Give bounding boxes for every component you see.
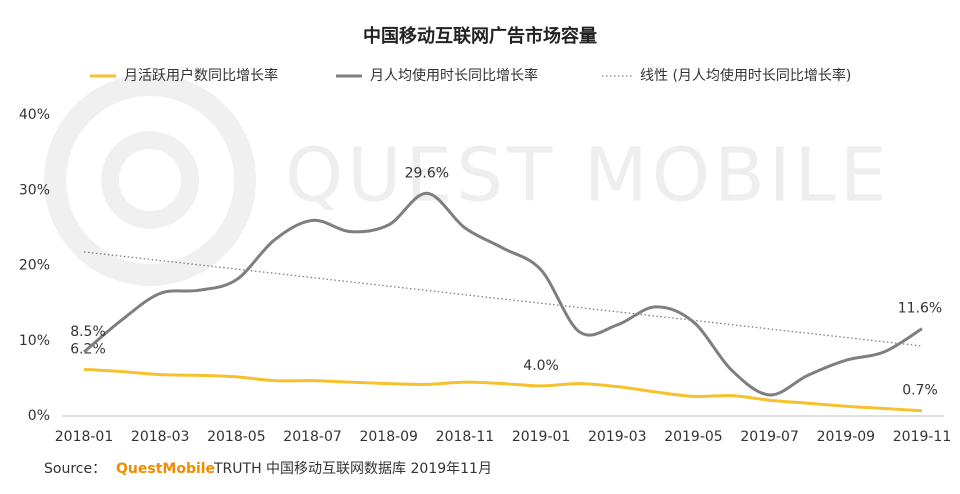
- y-tick-label: 40%: [19, 107, 50, 123]
- x-tick-label: 2019-03: [588, 429, 647, 445]
- source-prefix: Source：: [44, 461, 106, 477]
- x-tick-label: 2019-05: [664, 429, 723, 445]
- series-line: [83, 191, 923, 397]
- x-tick-label: 2019-11: [893, 429, 952, 445]
- x-tick-label: 2018-03: [131, 429, 190, 445]
- legend-label: 月活跃用户数同比增长率: [124, 67, 278, 84]
- legend-label: 线性 (月人均使用时长同比增长率): [640, 67, 851, 84]
- x-tick-label: 2018-11: [436, 429, 495, 445]
- y-tick-label: 10%: [19, 333, 50, 349]
- source-text: TRUTH 中国移动互联网数据库 2019年11月: [213, 461, 492, 477]
- data-label: 8.5%: [70, 324, 106, 340]
- data-label: 29.6%: [405, 165, 449, 181]
- data-label: 0.7%: [902, 383, 938, 399]
- x-tick-label: 2019-09: [817, 429, 876, 445]
- chart-title: 中国移动互联网广告市场容量: [363, 25, 597, 47]
- y-tick-label: 30%: [19, 182, 50, 198]
- trendline: [83, 251, 923, 347]
- x-tick-label: 2018-05: [207, 429, 266, 445]
- data-label: 11.6%: [898, 301, 942, 317]
- watermark: QUEST MOBILE: [44, 74, 891, 286]
- y-tick-label: 20%: [19, 258, 50, 274]
- source-brand: QuestMobile: [116, 461, 215, 477]
- watermark-logo: [44, 74, 256, 286]
- x-tick-label: 2018-09: [359, 429, 418, 445]
- series-line: [83, 367, 923, 413]
- x-tick-label: 2018-07: [283, 429, 342, 445]
- data-label: 4.0%: [523, 358, 559, 374]
- watermark-logo: [101, 131, 199, 229]
- legend-label: 月人均使用时长同比增长率: [370, 67, 538, 84]
- y-tick-label: 0%: [28, 408, 50, 424]
- x-tick-label: 2019-07: [740, 429, 799, 445]
- watermark-text: QUEST MOBILE: [285, 133, 891, 219]
- x-tick-label: 2018-01: [55, 429, 114, 445]
- x-tick-label: 2019-01: [512, 429, 571, 445]
